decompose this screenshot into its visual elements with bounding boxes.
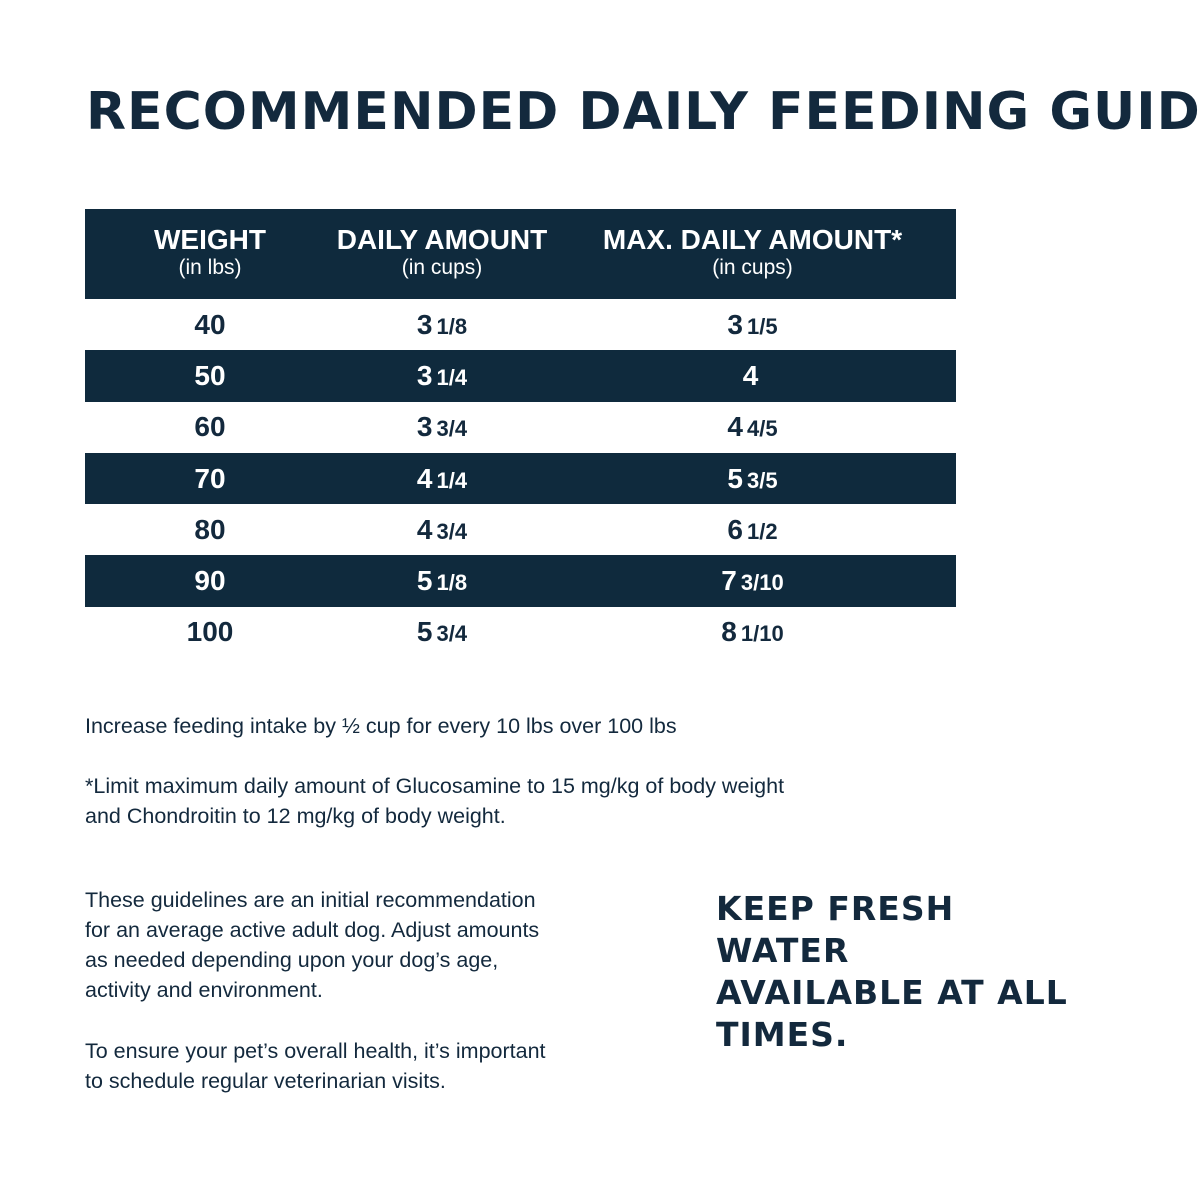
whole-value: 3 — [727, 308, 743, 340]
whole-value: 4 — [416, 513, 433, 545]
daily-amount-cell: 4 3/4 — [335, 514, 549, 546]
fraction-value: 1/4 — [436, 364, 468, 390]
daily-amount-cell: 4 1/4 — [335, 463, 549, 495]
max-daily-amount-cell: 7 3/10 — [549, 565, 956, 597]
guidelines-line: as needed depending upon your dog’s age, — [85, 948, 499, 972]
table-row: 80 4 3/4 6 1/2 — [85, 504, 956, 555]
header-daily-amount: DAILY AMOUNT (in cups) — [335, 209, 549, 299]
fraction-value: 1/8 — [436, 570, 468, 596]
fraction-value: 4/5 — [746, 416, 778, 442]
whole-value: 4 — [727, 411, 743, 443]
guidelines-line: These guidelines are an initial recommen… — [85, 888, 536, 912]
fresh-water-heading: KEEP FRESH WATER AVAILABLE AT ALL TIMES. — [716, 888, 1076, 1056]
limit-note: *Limit maximum daily amount of Glucosami… — [85, 771, 784, 831]
header-unit: (in cups) — [401, 256, 483, 279]
weight-cell: 60 — [194, 411, 226, 443]
header-unit: (in lbs) — [178, 256, 242, 279]
daily-amount-cell: 3 1/8 — [335, 309, 549, 341]
fraction-value: 1/5 — [746, 313, 778, 339]
whole-value: 3 — [416, 411, 433, 443]
header-label: MAX. DAILY AMOUNT* — [602, 224, 903, 255]
health-line: To ensure your pet’s overall health, it’… — [85, 1039, 546, 1063]
header-max-daily-amount: MAX. DAILY AMOUNT* (in cups) — [549, 209, 956, 299]
weight-cell: 80 — [194, 513, 226, 545]
daily-amount-cell: 5 1/8 — [335, 565, 549, 597]
daily-amount-cell: 5 3/4 — [335, 616, 549, 648]
guidelines-line: activity and environment. — [85, 978, 323, 1002]
max-daily-amount-cell: 4 4/5 — [549, 411, 956, 443]
health-note: To ensure your pet’s overall health, it’… — [85, 1036, 546, 1096]
table-row: 60 3 3/4 4 4/5 — [85, 402, 956, 453]
max-daily-amount-cell: 6 1/2 — [549, 514, 956, 546]
whole-value: 3 — [416, 359, 433, 391]
whole-value: 6 — [727, 513, 743, 545]
daily-amount-cell: 3 1/4 — [335, 360, 549, 392]
limit-note-line: *Limit maximum daily amount of Glucosami… — [85, 774, 785, 798]
fraction-value: 1/4 — [436, 467, 468, 493]
max-daily-amount-cell: 3 1/5 — [549, 309, 956, 341]
fraction-value: 3/4 — [436, 518, 468, 544]
header-label: WEIGHT — [154, 224, 266, 255]
table-row: 90 5 1/8 7 3/10 — [85, 555, 956, 607]
fraction-value: 3/5 — [746, 467, 778, 493]
weight-cell: 70 — [194, 462, 226, 494]
daily-amount-cell: 3 3/4 — [335, 411, 549, 443]
weight-cell: 100 — [186, 616, 234, 648]
feeding-table: WEIGHT (in lbs) DAILY AMOUNT (in cups) M… — [85, 209, 956, 658]
fraction-value: 3/10 — [740, 570, 784, 596]
guidelines-note: These guidelines are an initial recommen… — [85, 885, 539, 1005]
limit-note-line: and Chondroitin to 12 mg/kg of body weig… — [85, 804, 506, 828]
whole-value: 8 — [721, 616, 737, 648]
header-unit: (in cups) — [712, 256, 793, 279]
fraction-value: 1/8 — [436, 313, 468, 339]
water-line: TIMES. — [716, 1015, 849, 1054]
whole-value: 5 — [416, 565, 433, 597]
water-line: KEEP FRESH WATER — [716, 889, 955, 970]
guidelines-line: for an average active adult dog. Adjust … — [85, 918, 540, 942]
whole-value: 4 — [742, 359, 759, 391]
table-row: 70 4 1/4 5 3/5 — [85, 452, 956, 505]
whole-value: 7 — [721, 565, 737, 597]
health-line: to schedule regular veterinarian visits. — [85, 1069, 446, 1093]
max-daily-amount-cell: 4 — [549, 360, 956, 392]
fraction-value: 3/4 — [436, 416, 468, 442]
weight-cell: 90 — [194, 565, 226, 597]
water-line: AVAILABLE AT ALL — [716, 973, 1068, 1012]
table-row: 100 5 3/4 8 1/10 — [85, 607, 956, 658]
increase-note: Increase feeding intake by ½ cup for eve… — [85, 714, 677, 738]
whole-value: 5 — [727, 462, 743, 494]
max-daily-amount-cell: 5 3/5 — [549, 463, 956, 495]
fraction-value: 1/10 — [740, 621, 784, 647]
weight-cell: 50 — [194, 359, 226, 391]
header-weight: WEIGHT (in lbs) — [85, 209, 335, 299]
page-title: RECOMMENDED DAILY FEEDING GUIDE — [86, 82, 1200, 142]
whole-value: 3 — [416, 308, 433, 340]
weight-cell: 40 — [194, 308, 226, 340]
header-label: DAILY AMOUNT — [336, 224, 548, 255]
whole-value: 5 — [416, 616, 433, 648]
table-row: 50 3 1/4 4 — [85, 350, 956, 402]
whole-value: 4 — [416, 462, 433, 494]
fraction-value: 1/2 — [746, 518, 778, 544]
fraction-value: 3/4 — [436, 621, 468, 647]
table-row: 40 3 1/8 3 1/5 — [85, 299, 956, 350]
table-header: WEIGHT (in lbs) DAILY AMOUNT (in cups) M… — [85, 209, 956, 299]
max-daily-amount-cell: 8 1/10 — [549, 616, 956, 648]
